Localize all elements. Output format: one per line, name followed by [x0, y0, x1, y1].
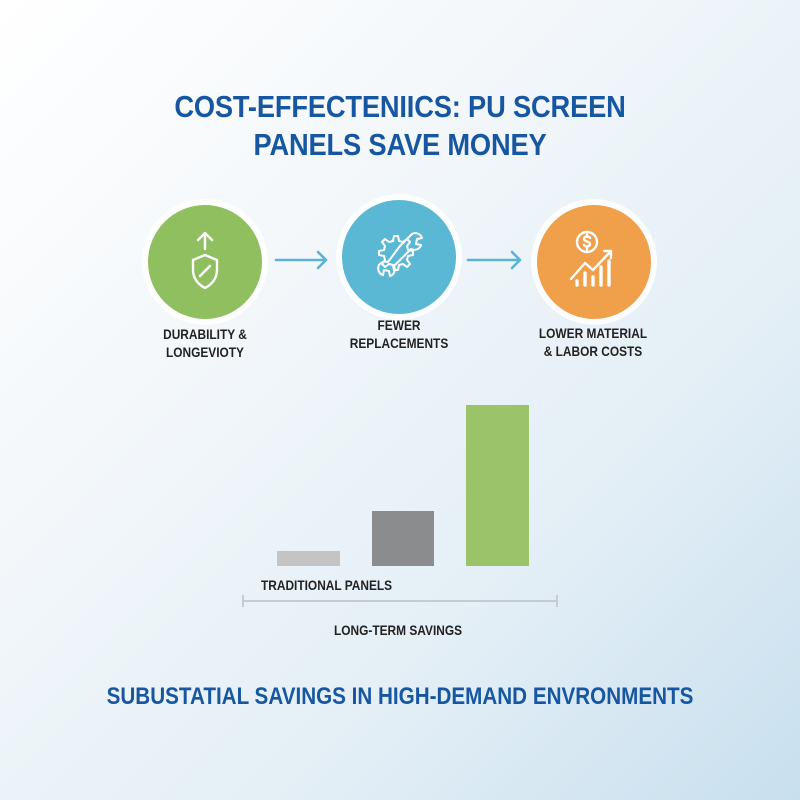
title-line-2: PANELS SAVE MONEY: [253, 127, 547, 162]
axis-bracket: [242, 595, 558, 607]
durability-circle: [148, 205, 262, 319]
bar-pu-panels: [466, 405, 529, 566]
costs-circle: [537, 205, 651, 319]
title-line-1: COST-EFFECTENIICS: PU SCREEN: [174, 89, 626, 124]
step-label-costs: LOWER MATERIAL & LABOR COSTS: [538, 325, 648, 359]
bar-traditional-mid: [372, 511, 434, 566]
step-label-durability: DURABILITY & LONGEVIOTY: [163, 326, 247, 360]
bar-traditional-low: [277, 551, 340, 566]
step-label-replacements: FEWER REPLACEMENTS: [349, 317, 449, 351]
page-title: COST-EFFECTENIICS: PU SCREEN PANELS SAVE…: [48, 88, 752, 164]
arrow-right-icon: [466, 250, 522, 270]
x-axis-label: LONG-TERM SAVINGS: [334, 622, 463, 638]
footer-tagline: SUBUSTATIAL SAVINGS IN HIGH-DEMAND ENVRO…: [106, 683, 694, 710]
gear-wrench-icon: [377, 232, 423, 277]
category-label: TRADITIONAL PANELS: [261, 577, 393, 593]
arrow-right-icon: [274, 250, 328, 270]
replacements-circle: [342, 200, 456, 314]
dollar-growth-chart-icon: [569, 230, 613, 287]
shield-up-arrow-icon: [191, 231, 219, 290]
